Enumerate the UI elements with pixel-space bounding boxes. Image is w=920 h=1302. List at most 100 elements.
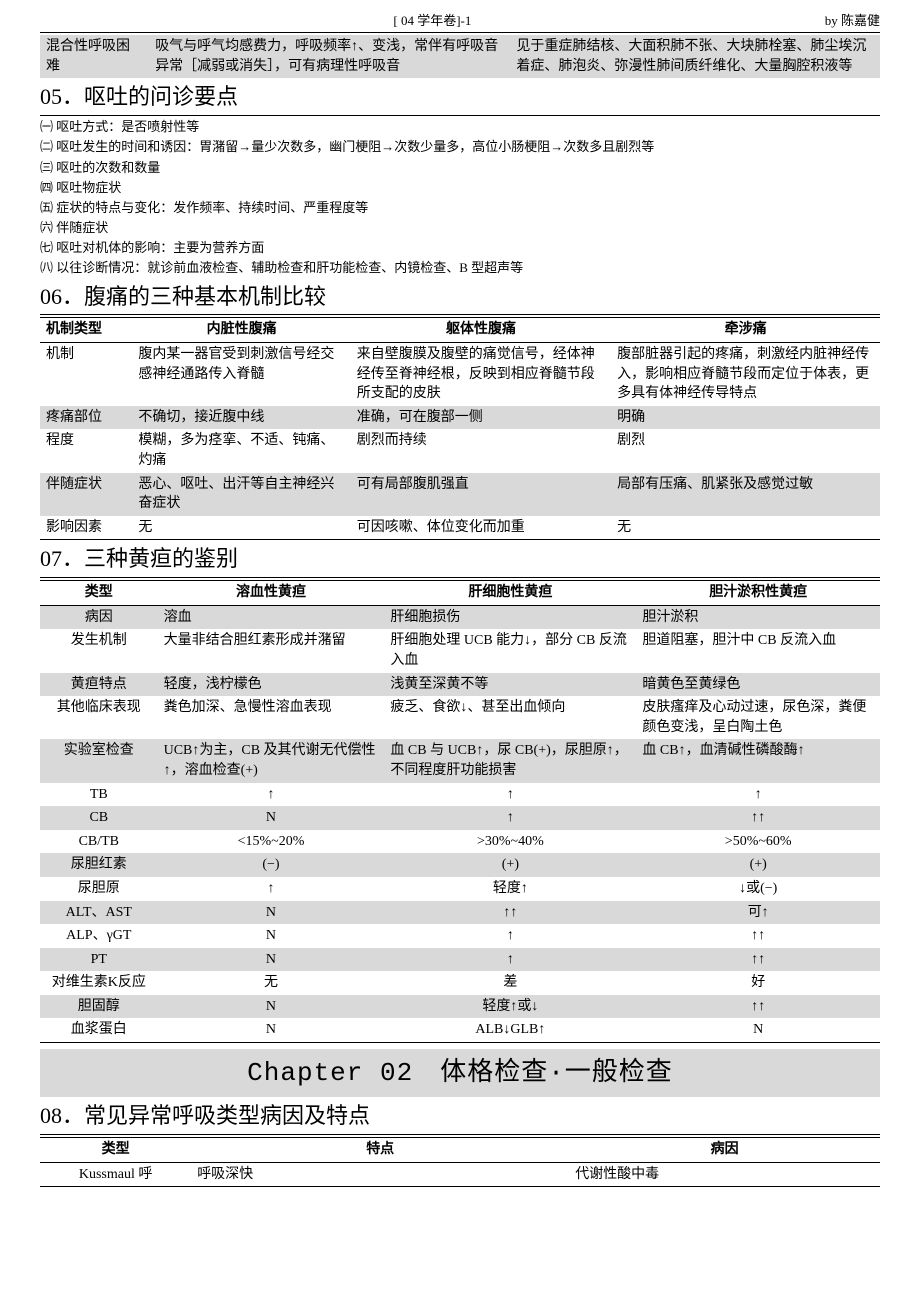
table-cell: 肝细胞损伤 [384, 605, 636, 629]
table-cell: 粪色加深、急慢性溶血表现 [158, 696, 385, 739]
table-cell: 血 CB 与 UCB↑，尿 CB(+)，尿胆原↑，不同程度肝功能损害 [384, 739, 636, 782]
table-cell: 不确切，接近腹中线 [132, 406, 350, 430]
table-cell: 来自壁腹膜及腹壁的痛觉信号，经体神经传至脊神经根，反映到相应脊髓节段所支配的皮肤 [351, 343, 611, 406]
table-cell: 溶血 [158, 605, 385, 629]
table-cell: CB [40, 806, 158, 830]
col-header: 内脏性腹痛 [132, 318, 350, 343]
table-cell: ↑↑ [636, 948, 880, 972]
table-cell: >50%~60% [636, 830, 880, 854]
table-cell: N [158, 948, 385, 972]
table-cell: 差 [384, 971, 636, 995]
table-cell: 无 [611, 516, 880, 540]
table-cell: ↑ [384, 806, 636, 830]
table-cell: ↑↑ [636, 995, 880, 1019]
table-cell: 发生机制 [40, 629, 158, 672]
table-cell: 程度 [40, 429, 132, 472]
table-cell: 轻度，浅柠檬色 [158, 673, 385, 697]
table-cell: 好 [636, 971, 880, 995]
table-cell: 准确，可在腹部一侧 [351, 406, 611, 430]
table-row: PTN↑↑↑ [40, 948, 880, 972]
table-cell: ↑↑ [636, 924, 880, 948]
table-cell: 呼吸深快 [191, 1162, 569, 1187]
table-cell: (−) [158, 853, 385, 877]
col-header: 类型 [40, 581, 158, 606]
table-row: 程度模糊，多为痉挛、不适、钝痛、灼痛剧烈而持续剧烈 [40, 429, 880, 472]
table-cell: 实验室检查 [40, 739, 158, 782]
table-cell: UCB↑为主，CB 及其代谢无代偿性↑，溶血检查(+) [158, 739, 385, 782]
sec05-title: 05．呕吐的问诊要点 [40, 82, 880, 116]
table-cell: N [158, 901, 385, 925]
table-cell: 疲乏、食欲↓、甚至出血倾向 [384, 696, 636, 739]
table-cell: 尿胆原 [40, 877, 158, 901]
table-cell: 轻度↑或↓ [384, 995, 636, 1019]
table-row: CBN↑↑↑ [40, 806, 880, 830]
table-cell: ALT、AST [40, 901, 158, 925]
table-row: 病因溶血肝细胞损伤胆汁淤积 [40, 605, 880, 629]
col-header: 溶血性黄疸 [158, 581, 385, 606]
table-row: 对维生素K反应无差好 [40, 971, 880, 995]
table-cell: 代谢性酸中毒 [569, 1162, 880, 1187]
table-cell: 轻度↑ [384, 877, 636, 901]
table-cell: 尿胆红素 [40, 853, 158, 877]
list-item: ㈥ 伴随症状 [40, 219, 880, 237]
table-cell: 血 CB↑，血清碱性磷酸酶↑ [636, 739, 880, 782]
col-header: 躯体性腹痛 [351, 318, 611, 343]
table-row: 疼痛部位不确切，接近腹中线准确，可在腹部一侧明确 [40, 406, 880, 430]
table-cell: 胆汁淤积 [636, 605, 880, 629]
list-item: ㈦ 呕吐对机体的影响：主要为营养方面 [40, 239, 880, 257]
table-cell: 胆固醇 [40, 995, 158, 1019]
table-row: 实验室检查UCB↑为主，CB 及其代谢无代偿性↑，溶血检查(+)血 CB 与 U… [40, 739, 880, 782]
table-cell: PT [40, 948, 158, 972]
table-cell: 混合性呼吸困难 [40, 35, 149, 78]
table-cell: 黄疸特点 [40, 673, 158, 697]
table-cell: 其他临床表现 [40, 696, 158, 739]
table-cell: 影响因素 [40, 516, 132, 540]
col-header: 特点 [191, 1138, 569, 1163]
table-cell: 见于重症肺结核、大面积肺不张、大块肺栓塞、肺尘埃沉着症、肺泡炎、弥漫性肺间质纤维… [510, 35, 880, 78]
table-cell: 可↑ [636, 901, 880, 925]
header-right: by 陈嘉健 [825, 12, 880, 30]
table-cell: 模糊，多为痉挛、不适、钝痛、灼痛 [132, 429, 350, 472]
list-item: ㈠ 呕吐方式：是否喷射性等 [40, 118, 880, 136]
table-cell: ↑ [158, 877, 385, 901]
sec05-list: ㈠ 呕吐方式：是否喷射性等㈡ 呕吐发生的时间和诱因：胃潴留→量少次数多，幽门梗阻… [40, 118, 880, 278]
table-row: 影响因素无可因咳嗽、体位变化而加重无 [40, 516, 880, 540]
table-cell: ↑ [158, 783, 385, 807]
table-cell: 腹部脏器引起的疼痛，刺激经内脏神经传入，影响相应脊髓节段而定位于体表，更多具有体… [611, 343, 880, 406]
sec08-title: 08．常见异常呼吸类型病因及特点 [40, 1101, 880, 1135]
sec06-title: 06．腹痛的三种基本机制比较 [40, 282, 880, 316]
table-cell: 可因咳嗽、体位变化而加重 [351, 516, 611, 540]
table-cell: ALB↓GLB↑ [384, 1018, 636, 1042]
table-06: 机制类型内脏性腹痛躯体性腹痛牵涉痛 机制腹内某一器官受到刺激信号经交感神经通路传… [40, 317, 880, 540]
table-cell: 无 [132, 516, 350, 540]
table-cell: 对维生素K反应 [40, 971, 158, 995]
table-row: 混合性呼吸困难吸气与呼气均感费力，呼吸频率↑、变浅，常伴有呼吸音异常［减弱或消失… [40, 35, 880, 78]
table-row: CB/TB<15%~20%>30%~40%>50%~60% [40, 830, 880, 854]
table-cell: 暗黄色至黄绿色 [636, 673, 880, 697]
table-cell: ↑ [384, 948, 636, 972]
table-cell: ↓或(−) [636, 877, 880, 901]
table-cell: 血浆蛋白 [40, 1018, 158, 1042]
table-cell: ALP、γGT [40, 924, 158, 948]
table-cell: ↑ [384, 924, 636, 948]
table-cell: ↑↑ [636, 806, 880, 830]
table-cell: ↑↑ [384, 901, 636, 925]
col-header: 牵涉痛 [611, 318, 880, 343]
table-row: 发生机制大量非结合胆红素形成并潴留肝细胞处理 UCB 能力↓，部分 CB 反流入… [40, 629, 880, 672]
table-row: 胆固醇N轻度↑或↓↑↑ [40, 995, 880, 1019]
table-cell: (+) [636, 853, 880, 877]
table-row: 尿胆原↑轻度↑↓或(−) [40, 877, 880, 901]
list-item: ㈧ 以往诊断情况：就诊前血液检查、辅助检查和肝功能检查、内镜检查、B 型超声等 [40, 259, 880, 277]
col-header: 机制类型 [40, 318, 132, 343]
table-cell: ↑ [384, 783, 636, 807]
table-cell: N [158, 995, 385, 1019]
sec07-title: 07．三种黄疸的鉴别 [40, 544, 880, 578]
table-cell: 浅黄至深黄不等 [384, 673, 636, 697]
table-cell: 局部有压痛、肌紧张及感觉过敏 [611, 473, 880, 516]
table-cell: (+) [384, 853, 636, 877]
table-cell: 剧烈 [611, 429, 880, 472]
table-08: 类型特点病因 Kussmaul 呼呼吸深快代谢性酸中毒 [40, 1137, 880, 1187]
table-cell: 皮肤瘙痒及心动过速，尿色深，粪便颜色变浅，呈白陶土色 [636, 696, 880, 739]
table-cell: 疼痛部位 [40, 406, 132, 430]
col-header: 病因 [569, 1138, 880, 1163]
